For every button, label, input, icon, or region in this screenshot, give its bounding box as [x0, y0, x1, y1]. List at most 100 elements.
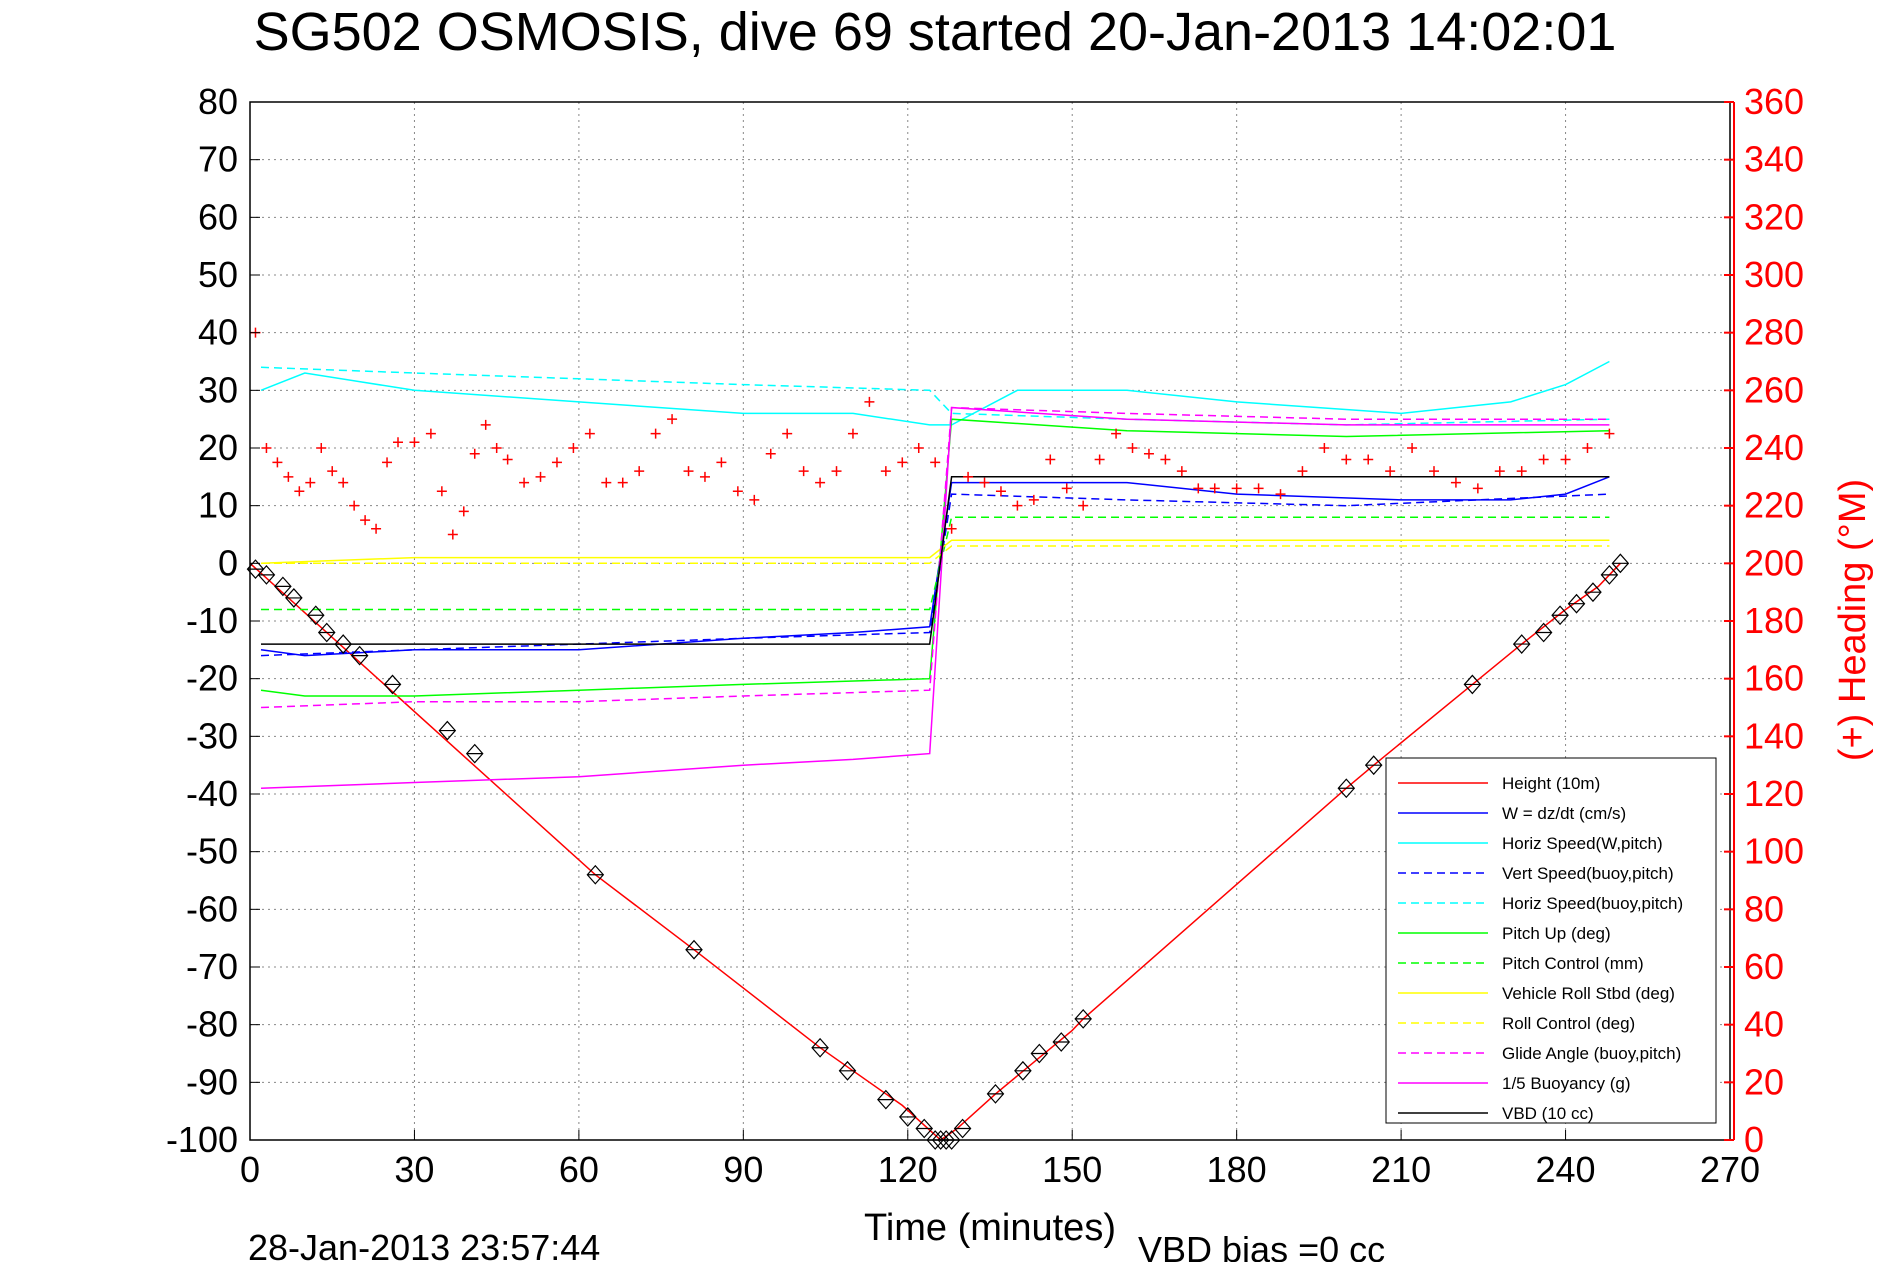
- y-tick-label: -20: [186, 658, 238, 699]
- heading-point: [436, 486, 447, 497]
- heading-point: [1045, 454, 1056, 465]
- vbd-marker: [1030, 1043, 1049, 1064]
- heading-point: [1160, 454, 1171, 465]
- heading-point: [1176, 466, 1187, 477]
- legend: Height (10m) W = dz/dt (cm/s) Horiz Speed(…: [1385, 757, 1717, 1124]
- series-line-11: [261, 476, 1610, 645]
- heading-point: [946, 523, 957, 534]
- vbd-marker: [465, 743, 484, 764]
- vbd-marker: [306, 605, 325, 626]
- y2-tick-label: 120: [1744, 773, 1804, 814]
- vbd-marker: [1512, 634, 1531, 654]
- vbd-marker: [1074, 1008, 1092, 1029]
- y-tick-label: -70: [186, 946, 238, 987]
- heading-point: [519, 477, 530, 488]
- y-tick-label: 20: [198, 427, 238, 468]
- vbd-marker-layer: [246, 553, 1630, 1150]
- y-tick-label: 50: [198, 254, 238, 295]
- heading-point: [782, 428, 793, 439]
- heading-point: [349, 500, 360, 511]
- y-axis-ticks: 80 70 60 50 40 30 20 10 0 -10 -20 -30 -40 -50 -60 -70 -8…: [166, 81, 260, 1160]
- legend-label-9: Glide Angle (buoy,pitch): [1502, 1044, 1681, 1063]
- heading-point: [480, 419, 491, 430]
- legend-label-5: Pitch Up (deg): [1502, 924, 1611, 943]
- vbd-marker: [586, 864, 605, 885]
- heading-point: [634, 466, 645, 477]
- heading-point: [930, 457, 941, 468]
- vbd-marker: [438, 720, 457, 741]
- legend-label-11: VBD (10 cc): [1502, 1104, 1594, 1123]
- y-tick-label: 10: [198, 485, 238, 526]
- heading-point: [815, 477, 826, 488]
- heading-point: [1078, 500, 1089, 511]
- heading-point: [294, 486, 305, 497]
- heading-point: [880, 466, 891, 477]
- y2-tick-label: 260: [1744, 369, 1804, 410]
- heading-point: [316, 443, 327, 453]
- heading-point: [716, 457, 727, 468]
- heading-point: [650, 428, 661, 439]
- y-tick-label: -100: [166, 1119, 238, 1160]
- x-tick-label: 90: [723, 1149, 763, 1190]
- vbd-marker: [334, 634, 352, 654]
- heading-point: [409, 437, 420, 448]
- vbd-marker: [953, 1118, 972, 1139]
- heading-point: [732, 486, 743, 497]
- heading-point: [1209, 483, 1220, 494]
- heading-point: [327, 466, 338, 477]
- vbd-marker: [285, 588, 303, 608]
- vbd-marker: [915, 1118, 934, 1139]
- vbd-marker: [1052, 1032, 1071, 1052]
- heading-point: [1604, 428, 1615, 439]
- series-line-8: [261, 545, 1610, 565]
- heading-point: [749, 494, 760, 505]
- heading-point: [699, 471, 710, 482]
- heading-point: [765, 448, 776, 459]
- heading-point: [601, 477, 612, 488]
- vbd-marker: [257, 564, 276, 585]
- heading-point: [1253, 483, 1264, 494]
- y2-tick-label: 300: [1744, 254, 1804, 295]
- vbd-marker: [685, 939, 703, 960]
- heading-point: [469, 448, 480, 459]
- heading-point: [261, 443, 272, 453]
- heading-point: [667, 414, 678, 425]
- heading-point: [831, 466, 842, 477]
- y2-tick-label: 340: [1744, 139, 1804, 180]
- heading-point: [1094, 454, 1105, 465]
- heading-point: [1127, 443, 1138, 453]
- y-tick-label: 0: [218, 542, 238, 583]
- y-tick-label: -90: [186, 1061, 238, 1102]
- vbd-marker: [877, 1089, 895, 1110]
- y2-tick-label: 240: [1744, 427, 1804, 468]
- x-tick-label: 180: [1207, 1149, 1267, 1190]
- y-tick-label: 30: [198, 369, 238, 410]
- heading-point: [393, 437, 403, 448]
- series-layer: [249, 360, 1621, 1141]
- legend-box: [1385, 757, 1717, 1124]
- heading-point: [305, 477, 316, 488]
- vbd-marker: [1611, 553, 1630, 574]
- heading-point: [283, 471, 294, 482]
- vbd-marker: [838, 1060, 857, 1081]
- heading-point: [1560, 454, 1571, 465]
- y2-tick-label: 200: [1744, 542, 1804, 583]
- heading-point: [1363, 454, 1374, 465]
- heading-point: [963, 471, 974, 482]
- legend-label-7: Vehicle Roll Stbd (deg): [1502, 984, 1675, 1003]
- heading-point: [382, 457, 393, 468]
- heading-point: [502, 454, 513, 465]
- heading-point: [864, 396, 875, 407]
- chart-title: SG502 OSMOSIS, dive 69 started 20-Jan-20…: [254, 2, 1617, 62]
- x-tick-label: 270: [1700, 1149, 1760, 1190]
- y2-tick-label: 220: [1744, 485, 1804, 526]
- heading-point: [535, 471, 546, 482]
- heading-point: [371, 523, 382, 534]
- heading-point: [798, 466, 809, 477]
- vbd-marker: [350, 645, 369, 666]
- vbd-marker: [1463, 674, 1482, 695]
- x-tick-label: 150: [1042, 1149, 1102, 1190]
- heading-point: [447, 529, 458, 540]
- y2-tick-label: 20: [1744, 1061, 1784, 1102]
